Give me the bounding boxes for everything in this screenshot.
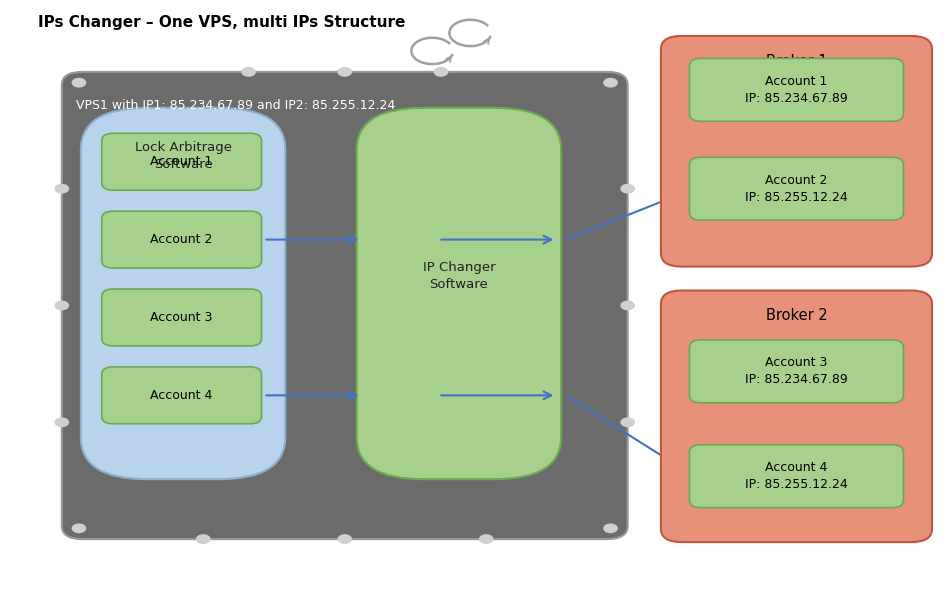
Circle shape [55, 184, 68, 193]
FancyBboxPatch shape [357, 108, 561, 479]
FancyBboxPatch shape [81, 108, 285, 479]
Text: Account 4
IP: 85.255.12.24: Account 4 IP: 85.255.12.24 [745, 461, 848, 491]
FancyBboxPatch shape [661, 36, 932, 267]
Text: Lock Arbitrage
Software: Lock Arbitrage Software [135, 141, 231, 171]
Circle shape [197, 535, 210, 543]
Circle shape [621, 184, 634, 193]
Text: Broker 1: Broker 1 [766, 54, 827, 69]
Circle shape [339, 535, 352, 543]
FancyBboxPatch shape [102, 211, 262, 268]
Text: IPs Changer – One VPS, multi IPs Structure: IPs Changer – One VPS, multi IPs Structu… [38, 15, 405, 30]
Circle shape [604, 78, 617, 87]
Circle shape [55, 301, 68, 310]
FancyBboxPatch shape [661, 291, 932, 542]
Circle shape [604, 524, 617, 533]
FancyBboxPatch shape [102, 134, 262, 190]
Circle shape [55, 418, 68, 426]
FancyBboxPatch shape [102, 367, 262, 424]
Text: Account 2
IP: 85.255.12.24: Account 2 IP: 85.255.12.24 [745, 174, 848, 204]
Circle shape [621, 301, 634, 310]
Circle shape [72, 78, 86, 87]
Text: Account 1: Account 1 [150, 155, 213, 168]
FancyBboxPatch shape [689, 340, 903, 403]
Text: IP Changer
Software: IP Changer Software [422, 261, 495, 291]
Circle shape [72, 524, 86, 533]
Text: Broker 2: Broker 2 [766, 308, 827, 323]
Circle shape [242, 68, 255, 76]
Text: Account 3
IP: 85.234.67.89: Account 3 IP: 85.234.67.89 [745, 356, 848, 386]
FancyBboxPatch shape [689, 59, 903, 121]
Text: Account 1
IP: 85.234.67.89: Account 1 IP: 85.234.67.89 [745, 75, 848, 105]
Circle shape [479, 535, 493, 543]
FancyBboxPatch shape [102, 289, 262, 346]
Text: Account 3: Account 3 [150, 311, 213, 324]
Text: Account 2: Account 2 [150, 233, 213, 246]
FancyBboxPatch shape [689, 157, 903, 220]
Text: Account 4: Account 4 [150, 389, 213, 402]
Circle shape [435, 68, 448, 76]
Circle shape [621, 418, 634, 426]
Text: VPS1 with IP1: 85.234.67.89 and IP2: 85.255.12.24: VPS1 with IP1: 85.234.67.89 and IP2: 85.… [76, 99, 396, 112]
Circle shape [339, 68, 352, 76]
FancyBboxPatch shape [689, 444, 903, 508]
FancyBboxPatch shape [62, 72, 628, 539]
